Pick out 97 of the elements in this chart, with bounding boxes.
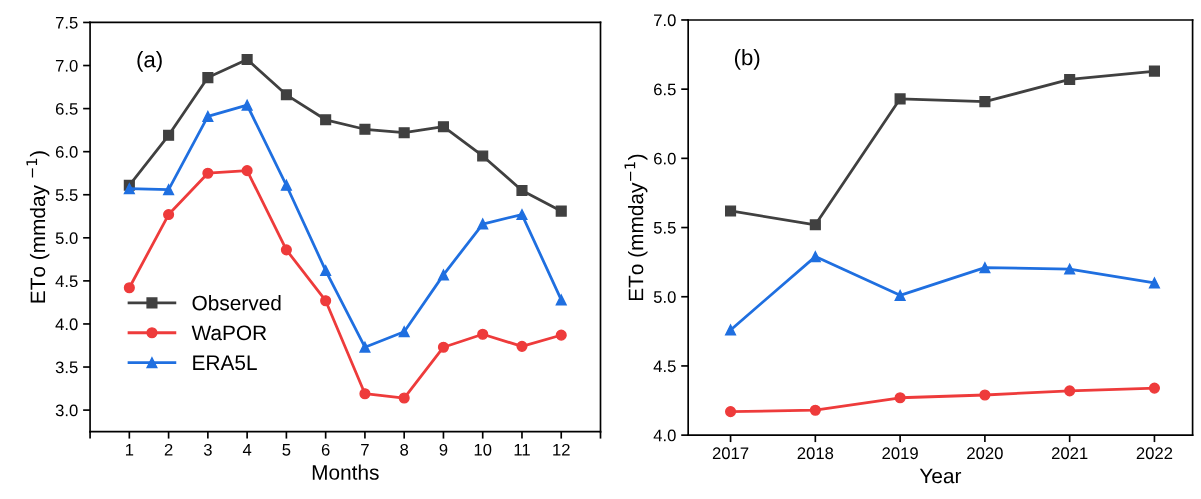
point xyxy=(280,89,292,101)
y-tick-label: 6.5 xyxy=(654,83,676,96)
point xyxy=(979,262,991,274)
x-tick-label: 12 xyxy=(553,443,570,456)
y-tick-label: 4.0 xyxy=(55,318,78,331)
x-tick-label: 2 xyxy=(164,443,173,456)
point xyxy=(1148,382,1160,394)
y-tick-label: 5.5 xyxy=(55,189,78,201)
point xyxy=(163,184,175,196)
legend-label: ERA5L xyxy=(193,355,257,371)
x-tick-label: 9 xyxy=(439,443,448,456)
point xyxy=(359,123,371,135)
point xyxy=(979,389,991,401)
point xyxy=(241,53,253,66)
point xyxy=(202,72,214,84)
x-tick-label: 7 xyxy=(361,444,369,456)
y-tick-label: 5.0 xyxy=(653,291,676,303)
x-axis-title: Months xyxy=(312,464,379,480)
legend-label: Observed xyxy=(192,295,281,311)
point xyxy=(555,294,567,306)
x-tick-label: 8 xyxy=(400,443,409,456)
x-tick-label: 3 xyxy=(203,443,212,456)
point xyxy=(202,110,214,122)
x-tick-label: 2019 xyxy=(882,447,918,460)
x-axis-title: Year xyxy=(919,468,962,484)
x-tick-label: 4 xyxy=(242,444,252,456)
point xyxy=(1064,73,1076,86)
point xyxy=(398,127,410,139)
point xyxy=(809,251,821,263)
point xyxy=(725,205,737,217)
point xyxy=(280,179,292,191)
point xyxy=(516,208,528,221)
point xyxy=(809,219,821,231)
y-tick-label: 6.0 xyxy=(55,146,78,158)
point xyxy=(894,392,906,404)
point xyxy=(320,264,332,277)
y-axis-title: ETo (mmday$^{−1}$) xyxy=(624,154,648,301)
x-tick-label: 6 xyxy=(321,443,330,456)
point xyxy=(477,218,489,230)
y-tick-label: 4.5 xyxy=(55,275,78,288)
annotation: (a) xyxy=(137,51,162,72)
legend-label: WaPOR xyxy=(191,325,267,341)
point xyxy=(437,121,450,133)
point xyxy=(359,341,371,353)
point xyxy=(437,269,450,281)
point xyxy=(163,208,175,221)
point xyxy=(1064,385,1076,397)
point xyxy=(241,165,253,177)
point xyxy=(437,341,450,353)
point xyxy=(320,114,332,126)
point xyxy=(280,244,292,256)
point xyxy=(241,99,253,111)
y-axis-title: ETo (mmday $^{−1}$) xyxy=(26,151,50,303)
point xyxy=(320,295,332,307)
y-tick-label: 5.0 xyxy=(55,232,78,245)
x-tick-label: 10 xyxy=(474,443,492,456)
y-tick-label: 6.5 xyxy=(55,103,78,115)
x-tick-label: 2020 xyxy=(967,447,1003,460)
point xyxy=(894,93,906,105)
x-tick-label: 2021 xyxy=(1051,447,1088,460)
point xyxy=(555,329,567,341)
point xyxy=(516,184,528,196)
annotation: (b) xyxy=(734,49,760,70)
point xyxy=(555,205,567,217)
point xyxy=(123,183,135,195)
y-tick-label: 4.0 xyxy=(653,429,676,442)
x-tick-label: 1 xyxy=(125,444,134,456)
point xyxy=(894,289,906,301)
y-tick-label: 6.0 xyxy=(654,152,676,165)
point xyxy=(1148,65,1160,77)
x-tick-label: 5 xyxy=(282,444,291,456)
y-tick-label: 7.0 xyxy=(55,59,78,72)
point xyxy=(202,167,214,179)
x-tick-label: 2018 xyxy=(797,447,834,460)
y-tick-label: 4.5 xyxy=(653,360,676,373)
point xyxy=(163,129,175,141)
point xyxy=(359,388,371,400)
x-tick-label: 2022 xyxy=(1136,447,1173,460)
x-tick-label: 2017 xyxy=(712,447,749,460)
y-tick-label: 7.0 xyxy=(654,14,676,27)
point xyxy=(516,340,528,352)
y-tick-label: 7.5 xyxy=(55,17,78,29)
point xyxy=(398,392,410,404)
point xyxy=(398,326,410,338)
point xyxy=(1148,277,1160,289)
point xyxy=(477,150,489,162)
point xyxy=(725,324,737,336)
x-tick-label: 11 xyxy=(514,444,530,456)
point xyxy=(725,406,737,418)
point xyxy=(979,96,991,108)
y-tick-label: 5.5 xyxy=(653,222,676,234)
point xyxy=(123,282,135,294)
point xyxy=(477,328,489,340)
point xyxy=(809,404,821,416)
point xyxy=(1064,263,1076,275)
y-tick-label: 3.0 xyxy=(55,404,78,417)
y-tick-label: 3.5 xyxy=(55,361,78,374)
